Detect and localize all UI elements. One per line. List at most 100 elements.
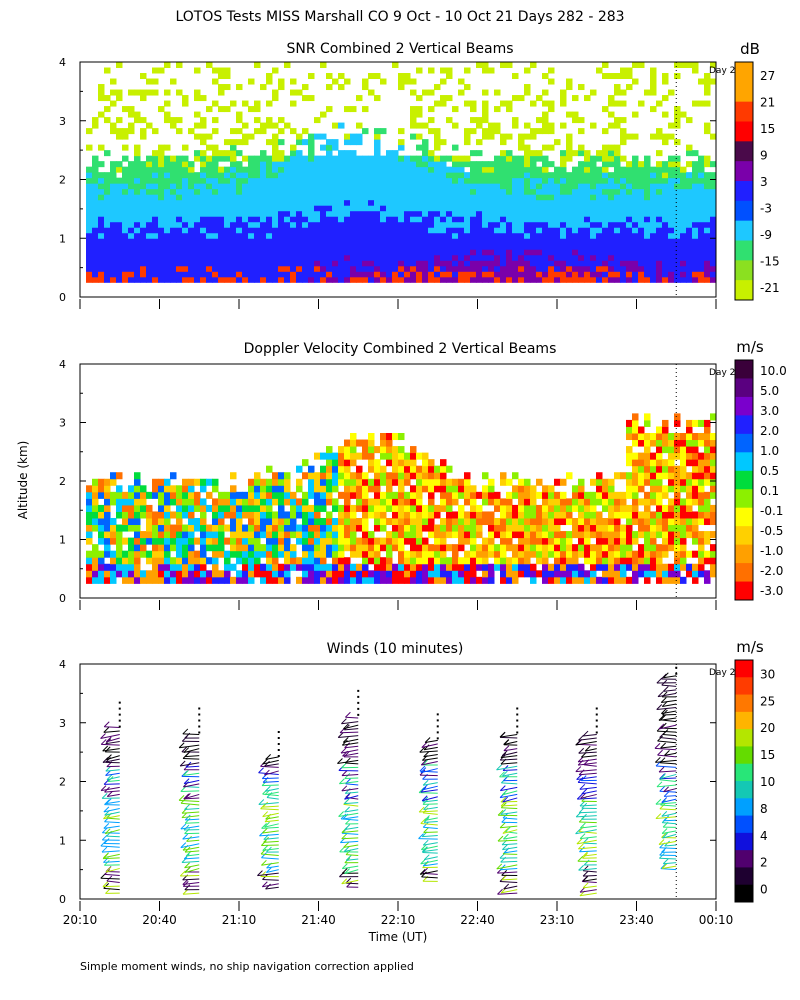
snr-cell (254, 155, 261, 162)
snr-cell (140, 243, 147, 250)
doppler-cell (524, 557, 531, 565)
snr-cell (254, 276, 261, 283)
snr-cell (656, 271, 663, 278)
doppler-cell (128, 576, 135, 584)
snr-cell (218, 254, 225, 261)
doppler-cell (206, 576, 213, 584)
snr-cell (224, 155, 231, 162)
doppler-cell (158, 498, 165, 506)
doppler-cell (680, 550, 687, 558)
doppler-cell (368, 576, 375, 584)
doppler-cell (416, 452, 423, 460)
snr-cell (140, 210, 147, 217)
snr-cell (176, 227, 183, 234)
doppler-cell (386, 537, 393, 545)
snr-cell (704, 172, 711, 179)
doppler-cell (506, 504, 513, 512)
snr-cell (452, 172, 459, 179)
snr-cell (446, 117, 453, 124)
snr-cell (320, 188, 327, 195)
snr-cell (464, 243, 471, 250)
doppler-cell (518, 485, 525, 493)
doppler-cell (566, 570, 573, 578)
doppler-cell (704, 478, 711, 486)
snr-cell (500, 188, 507, 195)
snr-cell (488, 67, 495, 74)
snr-cell (410, 106, 417, 113)
doppler-cell (104, 504, 111, 512)
snr-cell (350, 243, 357, 250)
wind-barb (263, 840, 279, 843)
snr-cell (86, 221, 93, 228)
snr-cell (200, 271, 207, 278)
doppler-cell (104, 517, 111, 526)
snr-cell (428, 194, 435, 201)
doppler-cell (212, 550, 219, 558)
snr-cell (422, 227, 429, 234)
y-tick-label: 1 (59, 232, 66, 245)
snr-cell (92, 122, 99, 129)
snr-cell (236, 238, 243, 245)
doppler-cell (140, 570, 147, 578)
doppler-cell (128, 511, 135, 519)
snr-cell (410, 260, 417, 267)
doppler-cell (650, 570, 657, 578)
snr-cell (506, 183, 513, 190)
doppler-cell (128, 570, 135, 578)
doppler-cell (308, 504, 315, 512)
doppler-cell (608, 531, 615, 539)
snr-cell (572, 95, 579, 102)
doppler-cell (92, 485, 99, 493)
doppler-cell (200, 524, 207, 532)
doppler-cell (266, 576, 273, 584)
doppler-cell (608, 478, 615, 486)
snr-cell (596, 183, 603, 190)
doppler-cell (524, 544, 531, 552)
doppler-cell (692, 491, 699, 499)
wind-barb (263, 781, 279, 783)
snr-cell (380, 227, 387, 234)
snr-cell (536, 128, 543, 135)
snr-cell (602, 205, 609, 212)
snr-cell (704, 177, 711, 184)
snr-cell (248, 271, 255, 278)
snr-cell (500, 227, 507, 234)
doppler-cell (356, 570, 363, 578)
doppler-cell (212, 570, 219, 578)
snr-cell (392, 166, 399, 173)
wind-barb (264, 791, 279, 796)
doppler-cell (116, 531, 123, 539)
doppler-cell (350, 550, 357, 558)
snr-cell (176, 260, 183, 267)
doppler-cell (584, 504, 591, 512)
snr-cell (458, 265, 465, 272)
wind-barb (345, 716, 359, 719)
doppler-cell (374, 504, 381, 512)
doppler-cell (680, 576, 687, 584)
snr-cell (392, 62, 399, 69)
snr-cell (440, 254, 447, 261)
doppler-cell (662, 563, 669, 571)
snr-cell (140, 177, 147, 184)
doppler-cell (428, 511, 435, 519)
doppler-cell (122, 491, 129, 499)
snr-cell (302, 205, 309, 212)
doppler-cell (302, 504, 309, 512)
snr-cell (152, 128, 159, 135)
snr-cell (626, 177, 633, 184)
snr-cell (188, 271, 195, 278)
doppler-cell (434, 465, 441, 473)
snr-cell (662, 111, 669, 118)
doppler-cell (326, 511, 333, 519)
snr-cell (680, 172, 687, 179)
snr-cell (440, 238, 447, 245)
doppler-cell (314, 491, 321, 499)
doppler-cell (224, 570, 231, 578)
doppler-cell (338, 570, 345, 578)
doppler-cell (290, 550, 297, 558)
snr-cell (146, 271, 153, 278)
snr-cell (650, 194, 657, 201)
doppler-cell (266, 478, 273, 486)
snr-cell (356, 271, 363, 278)
snr-cell (248, 78, 255, 85)
